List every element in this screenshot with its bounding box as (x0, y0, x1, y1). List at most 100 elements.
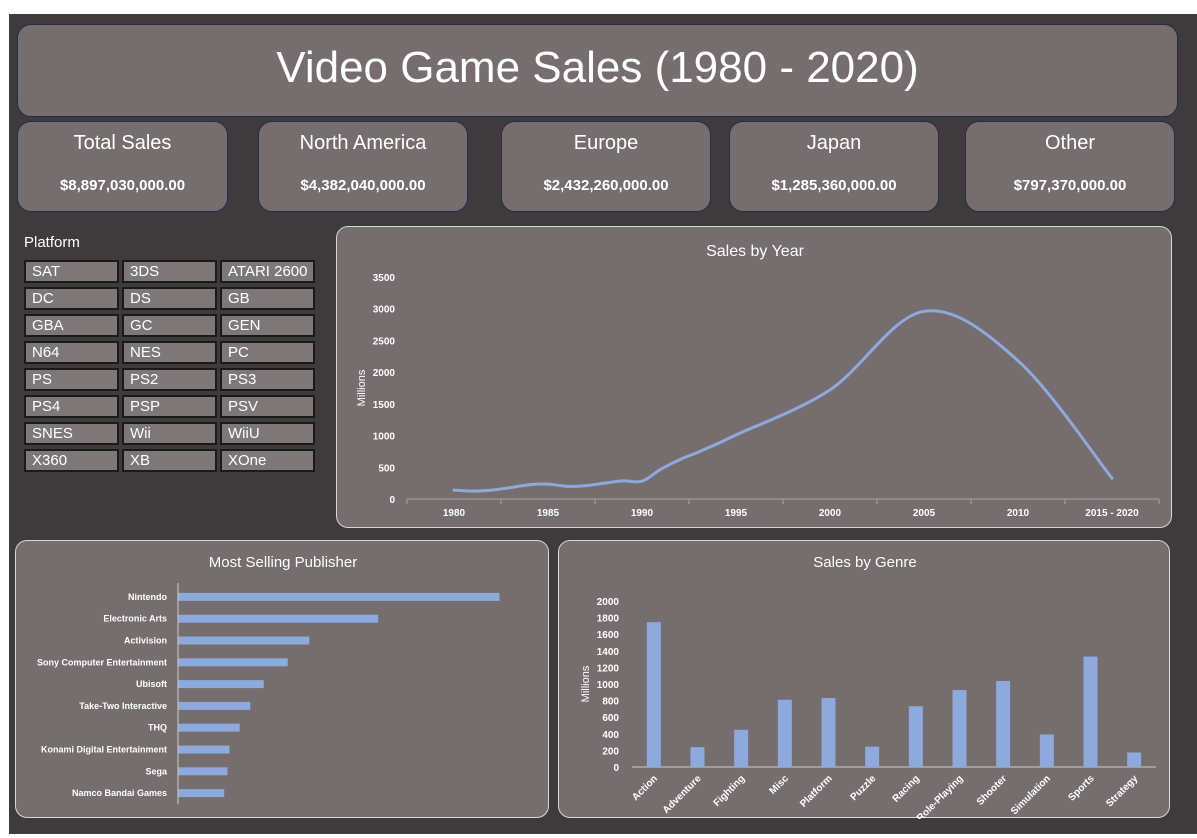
sales-data-point (471, 489, 475, 493)
category-label: Activision (124, 636, 167, 646)
sales-data-point (1110, 476, 1114, 480)
page-title: Video Game Sales (1980 - 2020) (276, 43, 919, 92)
platform-option[interactable]: 3DS (122, 260, 217, 283)
genre-bar (777, 699, 792, 767)
sales-data-point (546, 482, 550, 486)
platform-option[interactable]: GB (220, 287, 315, 310)
kpi-value: $4,382,040,000.00 (300, 177, 426, 194)
sales-data-point (508, 486, 512, 490)
y-tick-label: 2000 (597, 597, 620, 608)
kpi-value: $797,370,000.00 (1013, 177, 1127, 194)
category-label: Namco Bandai Games (72, 788, 167, 798)
platform-option[interactable]: PS3 (220, 368, 315, 391)
genre-bar (690, 747, 705, 767)
platform-option[interactable]: GC (122, 314, 217, 337)
chart-title: Sales by Genre (813, 554, 916, 571)
kpi-label: Total Sales (73, 132, 172, 154)
y-tick-label: 0 (613, 763, 619, 774)
kpi-card-other: Other $797,370,000.00 (965, 121, 1175, 212)
platform-option[interactable]: Wii (122, 422, 217, 445)
platform-option[interactable]: SNES (24, 422, 119, 445)
platform-option[interactable]: XB (122, 449, 217, 472)
x-tick-label: 2015 - 2020 (1085, 508, 1139, 519)
sales-data-point (565, 484, 569, 488)
publisher-bar (178, 680, 264, 689)
x-tick-label: Adventure (661, 773, 704, 816)
publisher-panel: Most Selling Publisher Nintendo Electronic… (15, 540, 549, 818)
y-tick-label: 400 (602, 730, 619, 741)
x-tick-label: Misc (767, 773, 791, 797)
sales-data-point (490, 488, 494, 492)
kpi-card-total-sales: Total Sales $8,897,030,000.00 (17, 121, 228, 212)
genre-bar (646, 622, 661, 767)
platform-option[interactable]: SAT (24, 260, 119, 283)
platform-option[interactable]: PS (24, 368, 119, 391)
platform-option[interactable]: XOne (220, 449, 315, 472)
y-tick-label: 500 (378, 463, 395, 474)
sales-data-point (715, 442, 719, 446)
kpi-value: $1,285,360,000.00 (771, 177, 897, 194)
publisher-chart: Most Selling Publisher Nintendo Electronic… (37, 554, 500, 804)
y-tick-label: 1200 (597, 663, 620, 674)
platform-option[interactable]: PC (220, 341, 315, 364)
publisher-bar (178, 789, 225, 798)
publisher-bar (178, 636, 310, 645)
y-tick-label: 1600 (597, 630, 620, 641)
y-tick-label: 800 (602, 697, 619, 708)
kpi-label: Europe (573, 132, 639, 154)
genre-bar (908, 706, 923, 767)
y-tick-label: 2000 (373, 368, 396, 379)
platform-option[interactable]: DC (24, 287, 119, 310)
category-label: Ubisoft (136, 679, 167, 689)
x-tick-label: 1990 (631, 508, 654, 519)
y-axis-label: Millions (356, 369, 368, 406)
sales-by-year-panel: Sales by Year Millions 0 500 1000 1500 2000 250… (336, 226, 1172, 528)
publisher-bar (178, 723, 240, 732)
platform-option[interactable]: N64 (24, 341, 119, 364)
y-tick-label: 3500 (373, 273, 396, 284)
kpi-value: $8,897,030,000.00 (59, 177, 186, 194)
sales-by-year-chart: Sales by Year Millions 0 500 1000 1500 2000 250… (356, 243, 1160, 519)
publisher-bar (178, 767, 228, 776)
y-tick-label: 2500 (373, 336, 396, 347)
platform-option[interactable]: GEN (220, 314, 315, 337)
platform-option[interactable]: NES (122, 341, 217, 364)
x-tick-label: Racing (891, 773, 922, 804)
kpi-card-europe: Europe $2,432,260,000.00 (501, 121, 711, 212)
platform-option[interactable]: PS2 (122, 368, 217, 391)
y-tick-label: 1000 (373, 432, 396, 443)
sales-line-series (452, 309, 1114, 493)
category-label: Electronic Arts (103, 614, 167, 624)
platform-option[interactable]: ATARI 2600 (220, 260, 315, 283)
y-axis-label: Millions (580, 665, 592, 702)
sales-data-point (922, 309, 926, 313)
platform-option[interactable]: PSP (122, 395, 217, 418)
x-tick-label: 2010 (1007, 508, 1030, 519)
kpi-label: Other (1044, 132, 1096, 154)
x-tick-label: Shooter (975, 773, 1010, 808)
genre-chart: Sales by Genre Millions 0 200 400 600 800 1000 1… (580, 554, 1156, 819)
kpi-label: Japan (806, 132, 862, 154)
genre-panel: Sales by Genre Millions 0 200 400 600 800 1000 1… (558, 540, 1170, 819)
platform-option[interactable]: PSV (220, 395, 315, 418)
x-tick-label: 1980 (443, 508, 466, 519)
platform-option[interactable]: DS (122, 287, 217, 310)
platform-option[interactable]: WiiU (220, 422, 315, 445)
category-label: Sega (145, 766, 168, 776)
x-tick-label: Platform (798, 773, 835, 810)
platform-option[interactable]: PS4 (24, 395, 119, 418)
sales-data-point (584, 484, 588, 488)
platform-option[interactable]: X360 (24, 449, 119, 472)
title-panel: Video Game Sales (1980 - 2020) (17, 24, 1178, 117)
x-tick-label: 2005 (913, 508, 936, 519)
platform-option[interactable]: GBA (24, 314, 119, 337)
sales-data-point (678, 458, 682, 462)
sales-data-point (734, 433, 738, 437)
genre-bar (821, 698, 836, 767)
platform-slicer-title: Platform (24, 234, 80, 251)
x-tick-label: Role-Playing (915, 773, 966, 819)
kpi-label: North America (299, 132, 427, 154)
publisher-bar (178, 745, 230, 754)
y-tick-label: 1400 (597, 647, 620, 658)
y-tick-label: 200 (602, 746, 619, 757)
